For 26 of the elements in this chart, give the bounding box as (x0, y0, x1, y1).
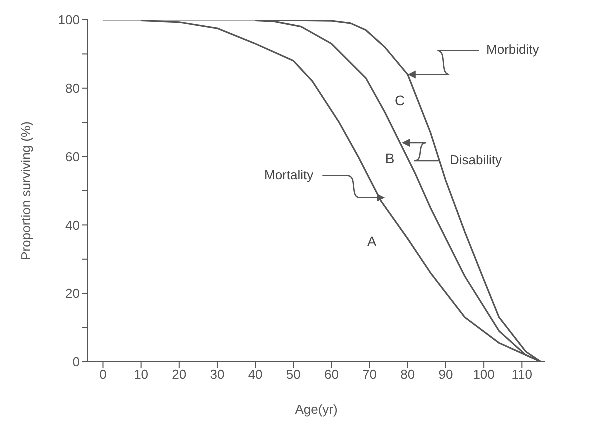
x-tick-label: 30 (210, 367, 225, 382)
x-tick-label: 60 (324, 367, 339, 382)
x-tick-label: 0 (100, 367, 107, 382)
y-tick-label: 100 (58, 12, 80, 28)
annotation: Morbidity (486, 42, 540, 58)
y-tick-label: 80 (66, 81, 80, 96)
x-tick-label: 110 (512, 367, 533, 382)
x-tick-label: 40 (248, 367, 263, 382)
x-tick-label: 10 (134, 367, 149, 382)
annotation: B (385, 150, 395, 167)
annotation: A (367, 234, 378, 250)
y-tick-label: 40 (66, 218, 80, 233)
x-tick-label: 90 (438, 367, 454, 382)
x-tick-label: 20 (172, 367, 187, 382)
x-tick-label: 50 (286, 367, 301, 382)
annotation: Disability (450, 152, 503, 168)
y-axis-title: Proportion surviving (%) (18, 122, 34, 260)
y-tick-label: 0 (72, 354, 80, 370)
x-tick-label: 70 (362, 367, 378, 382)
annotation: Mortality (264, 167, 314, 182)
annotation: C (394, 92, 406, 109)
x-tick-label: 100 (473, 367, 495, 382)
x-tick-label: 80 (400, 367, 416, 382)
y-tick-label: 20 (66, 286, 80, 302)
x-axis-title: Age(yr) (295, 402, 338, 417)
y-tick-label: 60 (66, 149, 80, 164)
